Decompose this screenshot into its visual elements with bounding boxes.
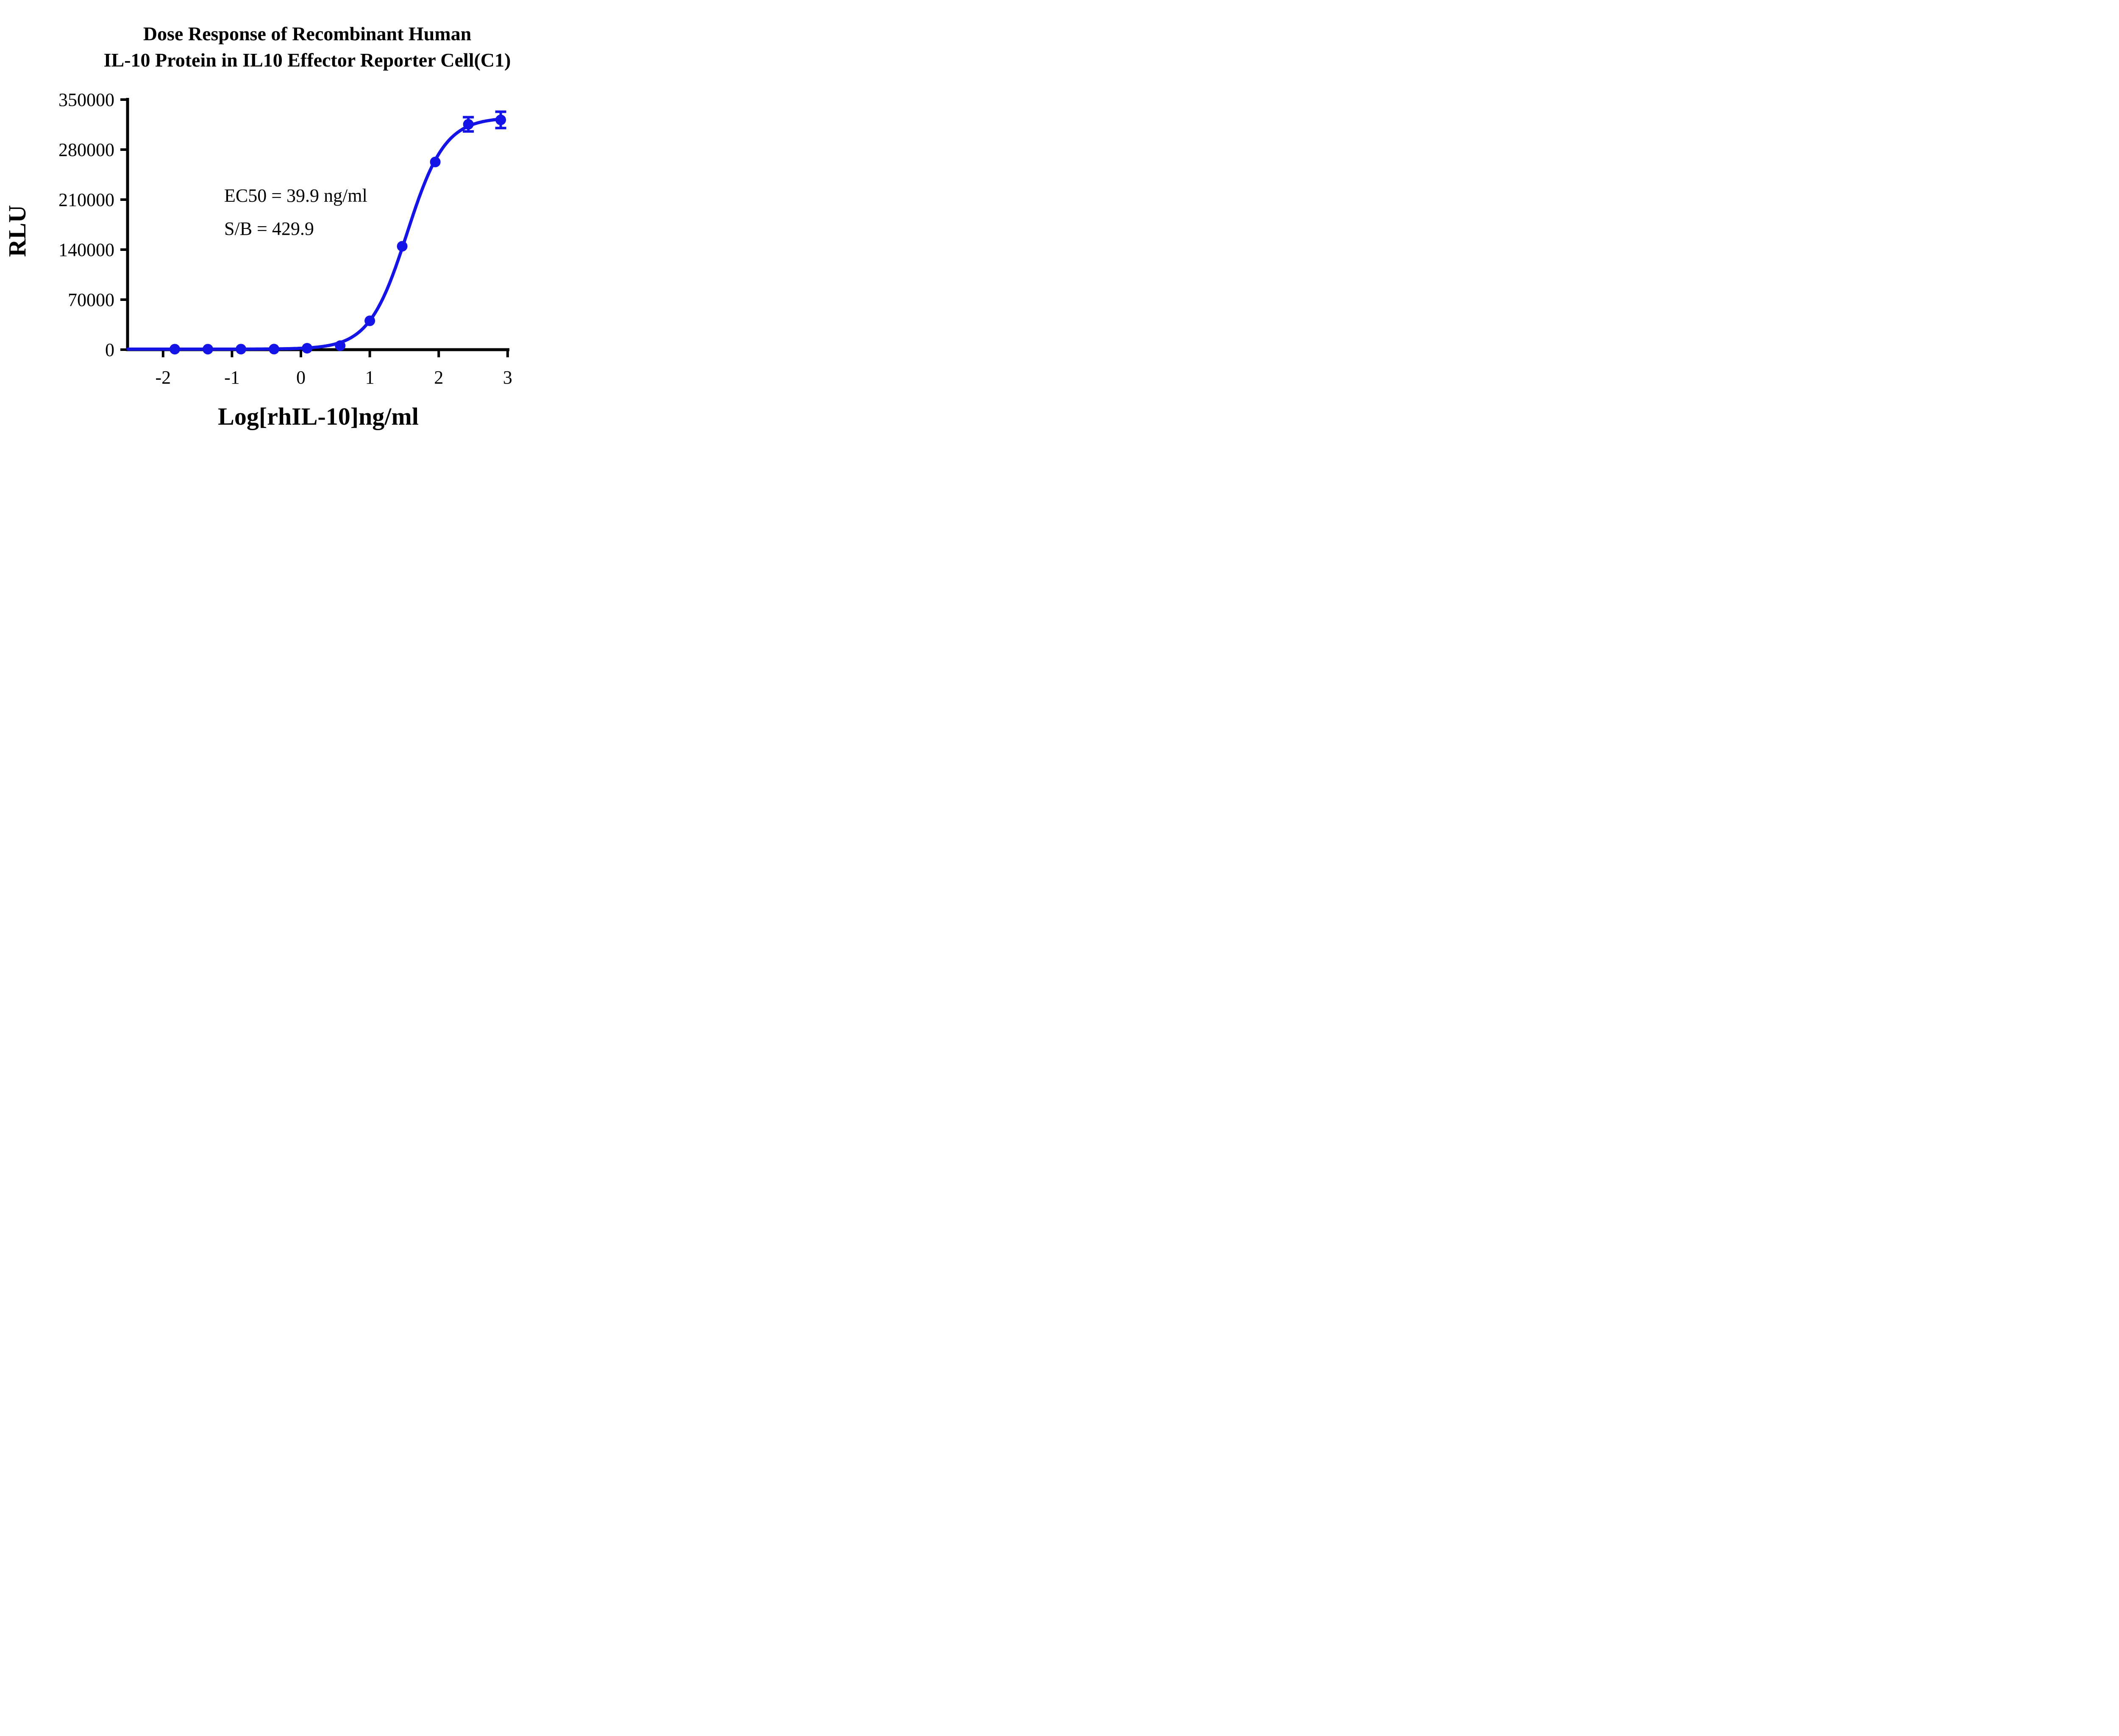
- chart-background: [0, 0, 590, 434]
- x-tick-label: 2: [434, 367, 443, 388]
- data-point-markers: [169, 114, 506, 355]
- y-tick-label: 70000: [68, 289, 114, 310]
- x-tick-label: 1: [365, 367, 375, 388]
- data-point-marker: [430, 156, 441, 167]
- sb-annotation: S/B = 429.9: [224, 218, 314, 239]
- data-point-marker: [236, 344, 247, 355]
- y-axis-ticks: 0 70000 140000 210000 280000 350000: [58, 89, 128, 360]
- y-tick-label: 350000: [58, 89, 114, 110]
- y-tick-label: 210000: [58, 189, 114, 210]
- x-axis-title: Log[rhIL-10]ng/ml: [218, 403, 419, 430]
- data-point-marker: [495, 114, 506, 125]
- data-point-marker: [397, 241, 408, 252]
- data-point-marker: [463, 119, 474, 130]
- data-point-marker: [335, 340, 346, 351]
- data-point-marker: [202, 344, 213, 355]
- ec50-annotation: EC50 = 39.9 ng/ml: [224, 185, 367, 206]
- y-tick-label: 140000: [58, 239, 114, 260]
- y-axis-title: RLU: [3, 205, 31, 257]
- x-tick-label: -2: [155, 367, 171, 388]
- chart-title-line1: Dose Response of Recombinant Human: [143, 23, 471, 45]
- chart-canvas: Dose Response of Recombinant Human IL-10…: [0, 0, 590, 434]
- data-point-marker: [302, 343, 313, 354]
- dose-response-figure: Dose Response of Recombinant Human IL-10…: [0, 0, 590, 434]
- x-tick-label: 3: [503, 367, 512, 388]
- data-point-marker: [169, 344, 180, 355]
- chart-title-line2: IL-10 Protein in IL10 Effector Reporter …: [104, 49, 511, 71]
- y-tick-label: 0: [105, 339, 114, 360]
- y-tick-label: 280000: [58, 139, 114, 160]
- x-axis-ticks: -2 -1 0 1 2 3: [155, 350, 512, 388]
- x-tick-label: -1: [224, 367, 240, 388]
- x-tick-label: 0: [296, 367, 306, 388]
- fit-curve-line: [126, 117, 502, 351]
- data-point-marker: [269, 344, 280, 355]
- data-point-marker: [364, 315, 375, 326]
